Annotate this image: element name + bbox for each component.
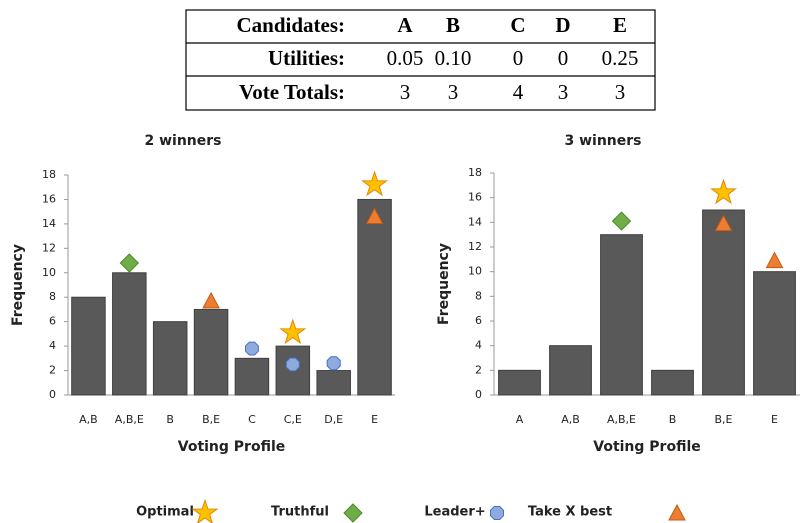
table-cell: C xyxy=(510,13,525,37)
y-tick-label: 0 xyxy=(475,388,482,401)
optimal-marker xyxy=(360,170,389,197)
row-label: Candidates: xyxy=(236,13,345,37)
table-cell: 3 xyxy=(558,80,569,104)
table-cell: 0 xyxy=(513,46,524,70)
table-cell: 0.10 xyxy=(435,46,472,70)
x-tick-label: D,E xyxy=(324,413,343,426)
chart-title: 2 winners xyxy=(144,133,221,149)
table-cell: 3 xyxy=(448,80,459,104)
y-tick-label: 4 xyxy=(49,339,56,352)
bar xyxy=(193,308,229,396)
truthful-marker xyxy=(611,211,632,231)
table-cell: B xyxy=(446,13,460,37)
y-axis-title: Frequency xyxy=(10,244,26,326)
legend-symbol xyxy=(490,506,504,520)
y-axis-title: Frequency xyxy=(436,243,452,325)
table-cell: 3 xyxy=(400,80,411,104)
optimal-marker xyxy=(710,178,737,205)
chart-title: 3 winners xyxy=(564,133,641,149)
y-tick-label: 4 xyxy=(475,339,482,352)
bar xyxy=(152,321,188,396)
bar xyxy=(753,271,796,396)
table-cell: A xyxy=(397,13,413,37)
take-x-best-marker xyxy=(202,291,220,309)
legend-label: Truthful xyxy=(271,505,329,520)
x-tick-label: B xyxy=(166,413,174,426)
take-x-best-marker xyxy=(765,251,784,269)
legend-symbol xyxy=(191,498,219,523)
table-cell: 0 xyxy=(558,46,569,70)
y-tick-label: 12 xyxy=(42,241,56,254)
bar xyxy=(316,370,351,396)
y-tick-label: 10 xyxy=(42,266,56,279)
legend-symbol xyxy=(668,503,686,521)
leader-marker xyxy=(285,357,300,372)
bar xyxy=(498,369,541,396)
x-tick-label: A,B,E xyxy=(607,413,636,426)
y-tick-label: 8 xyxy=(475,289,482,302)
bar xyxy=(600,234,643,396)
bar xyxy=(234,357,270,396)
bar xyxy=(357,198,392,396)
y-tick-label: 14 xyxy=(468,215,482,228)
x-tick-label: C xyxy=(248,413,256,426)
y-tick-label: 0 xyxy=(49,388,56,401)
bar xyxy=(71,296,106,396)
table-cell: 0.05 xyxy=(387,46,424,70)
x-tick-label: B,E xyxy=(202,413,220,426)
y-tick-label: 14 xyxy=(42,217,56,230)
y-tick-label: 6 xyxy=(49,315,56,328)
y-tick-label: 2 xyxy=(475,363,482,376)
y-tick-label: 2 xyxy=(49,364,56,377)
leader-marker xyxy=(245,341,259,356)
leader-marker xyxy=(326,356,341,371)
x-tick-label: A,B xyxy=(561,413,580,426)
row-label: Vote Totals: xyxy=(239,80,345,104)
y-tick-label: 18 xyxy=(42,168,56,181)
take-x-best-marker xyxy=(714,214,733,232)
table-cell: 4 xyxy=(513,80,524,104)
bar xyxy=(702,209,745,396)
legend-label: Take X best xyxy=(528,505,612,520)
x-axis-title: Voting Profile xyxy=(593,439,701,455)
x-axis-title: Voting Profile xyxy=(178,439,286,455)
legend-label: Optimal xyxy=(136,505,194,520)
optimal-marker xyxy=(279,318,307,345)
y-tick-label: 6 xyxy=(475,314,482,327)
truthful-marker xyxy=(119,253,140,273)
bar xyxy=(112,272,147,396)
y-tick-label: 12 xyxy=(468,240,482,253)
x-tick-label: B,E xyxy=(715,413,733,426)
bar xyxy=(549,345,592,396)
table-cell: 0.25 xyxy=(602,46,639,70)
y-tick-label: 10 xyxy=(468,265,482,278)
table-frame xyxy=(185,9,656,111)
table-cell: D xyxy=(555,13,570,37)
table-cell: E xyxy=(613,13,627,37)
x-tick-label: C,E xyxy=(284,413,302,426)
y-tick-label: 18 xyxy=(468,166,482,179)
y-tick-label: 16 xyxy=(468,191,482,204)
x-tick-label: A xyxy=(516,413,524,426)
x-tick-label: B xyxy=(669,413,677,426)
x-tick-label: A,B xyxy=(79,413,98,426)
y-tick-label: 16 xyxy=(42,192,56,205)
x-tick-label: E xyxy=(371,413,378,426)
x-tick-label: E xyxy=(771,413,778,426)
bar xyxy=(651,369,694,396)
table-cell: 3 xyxy=(615,80,626,104)
take-x-best-marker xyxy=(365,207,384,225)
y-tick-label: 8 xyxy=(49,290,56,303)
legend-symbol xyxy=(343,503,363,523)
legend-label: Leader+ xyxy=(424,505,485,520)
x-tick-label: A,B,E xyxy=(115,413,144,426)
row-label: Utilities: xyxy=(268,46,345,70)
